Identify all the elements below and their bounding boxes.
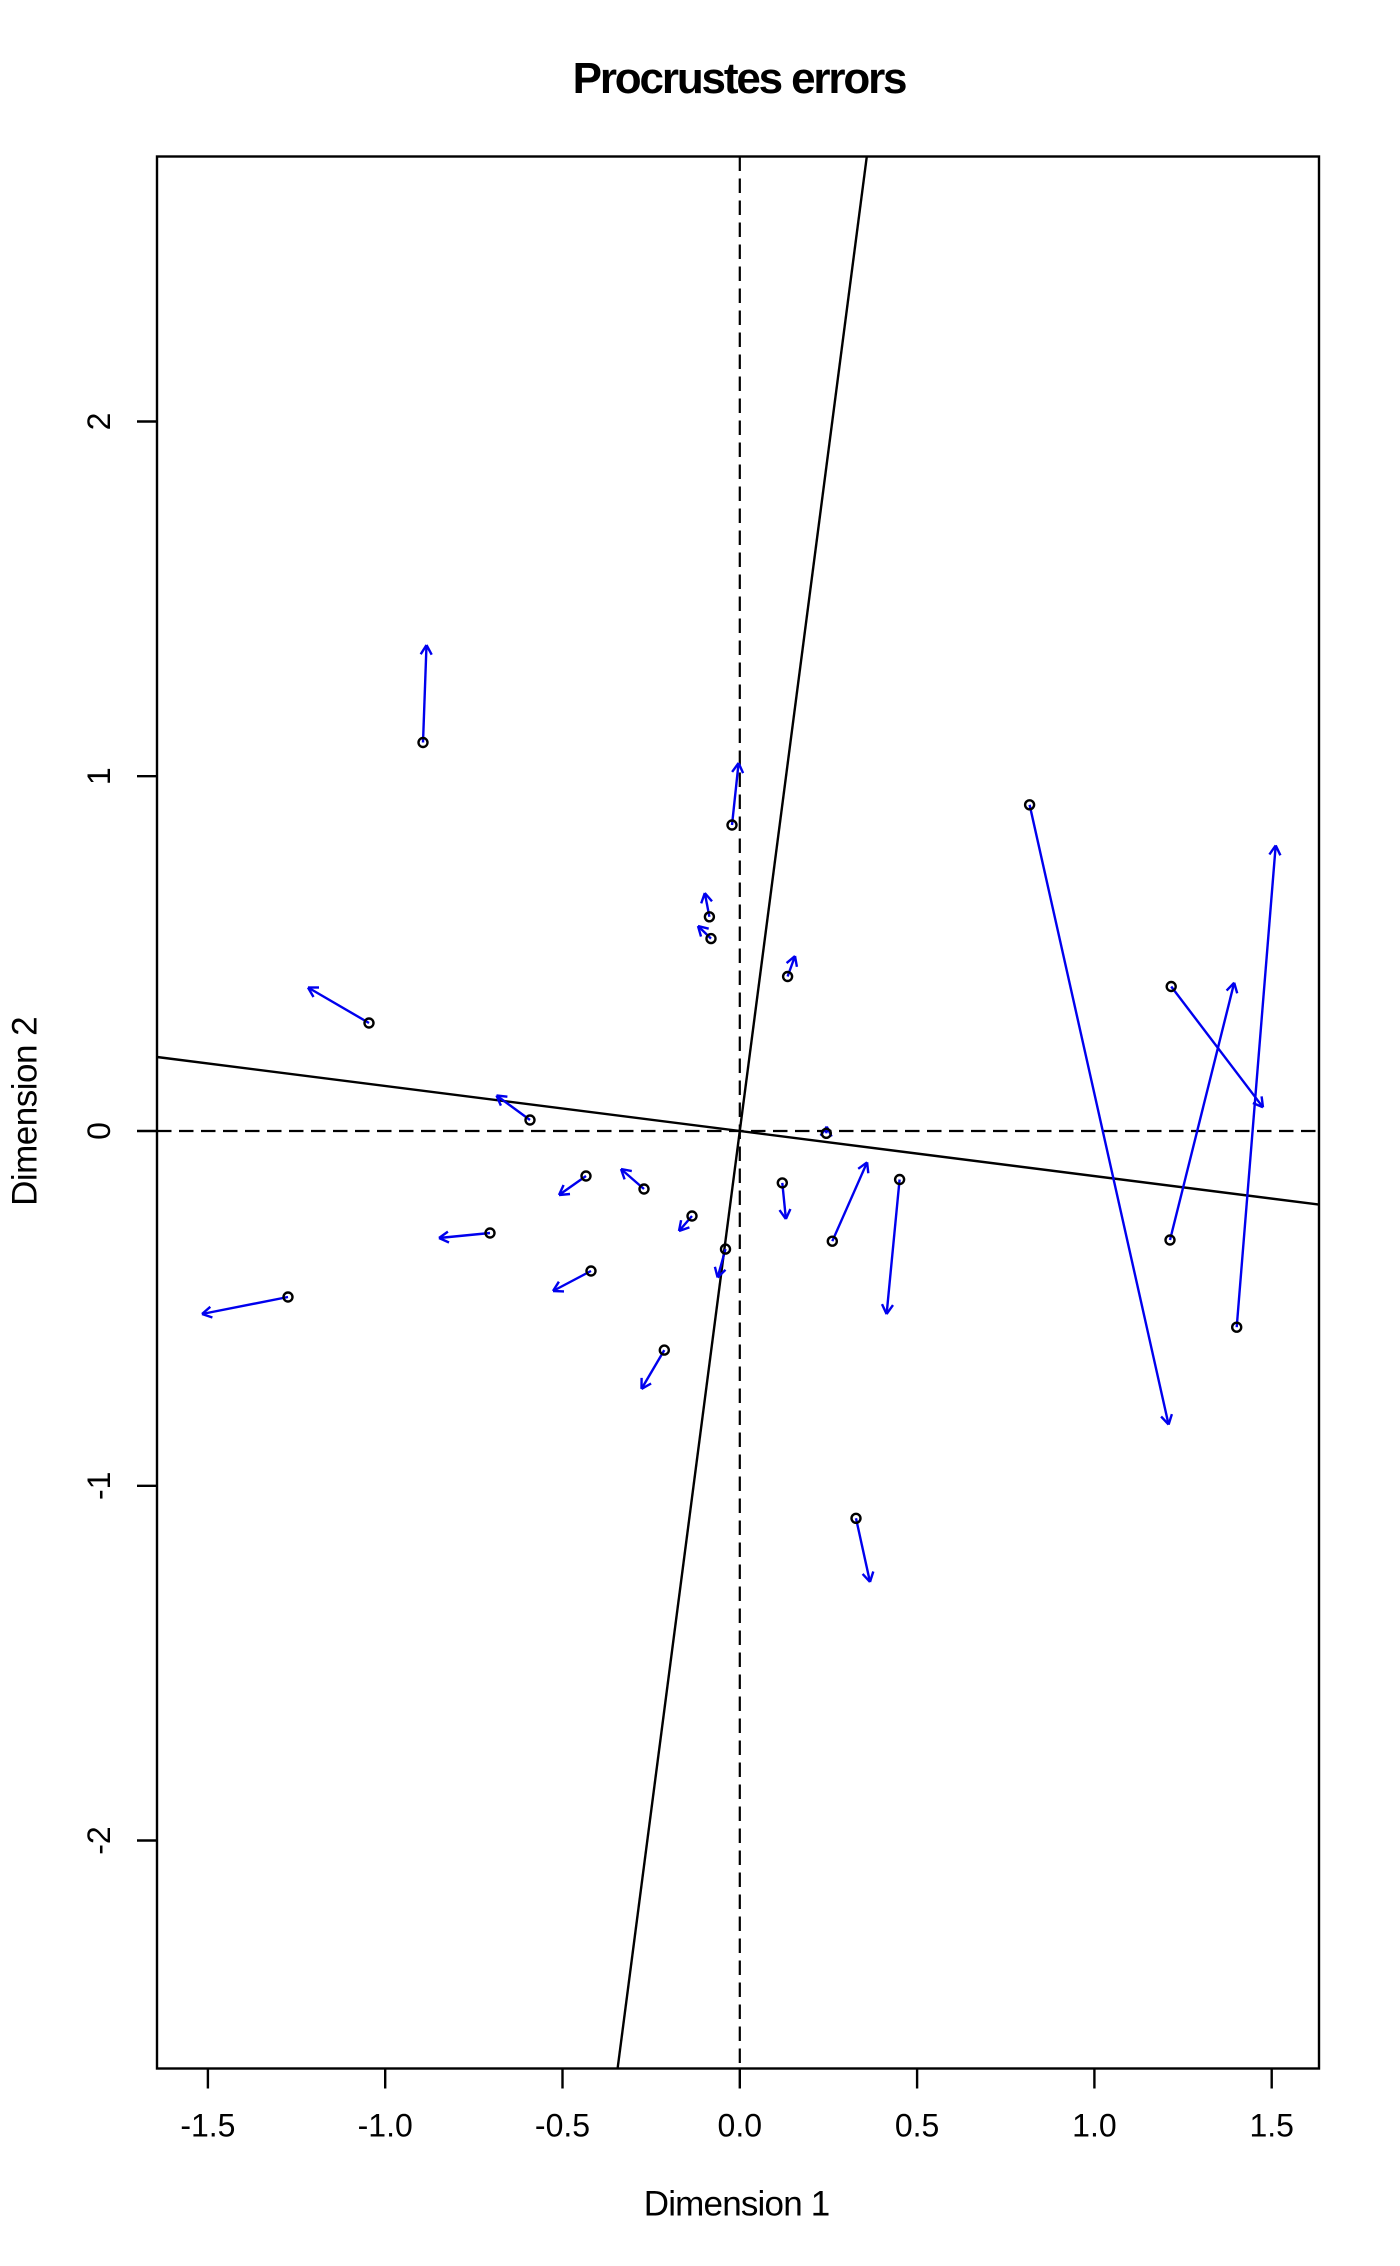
svg-text:0.0: 0.0 <box>718 2108 762 2144</box>
svg-text:Dimension 1: Dimension 1 <box>644 2185 830 2224</box>
svg-text:2: 2 <box>81 413 117 431</box>
svg-text:Procrustes errors: Procrustes errors <box>573 54 906 103</box>
svg-text:1: 1 <box>81 767 117 785</box>
svg-text:-1.5: -1.5 <box>180 2108 235 2144</box>
svg-text:1.0: 1.0 <box>1072 2108 1116 2144</box>
svg-text:-1: -1 <box>81 1472 117 1500</box>
svg-text:-0.5: -0.5 <box>535 2108 590 2144</box>
svg-text:0.5: 0.5 <box>895 2108 939 2144</box>
svg-text:-1.0: -1.0 <box>358 2108 413 2144</box>
svg-text:-2: -2 <box>81 1826 117 1854</box>
svg-text:1.5: 1.5 <box>1249 2108 1293 2144</box>
svg-text:0: 0 <box>81 1122 117 1140</box>
svg-text:Dimension 2: Dimension 2 <box>6 1017 45 1206</box>
